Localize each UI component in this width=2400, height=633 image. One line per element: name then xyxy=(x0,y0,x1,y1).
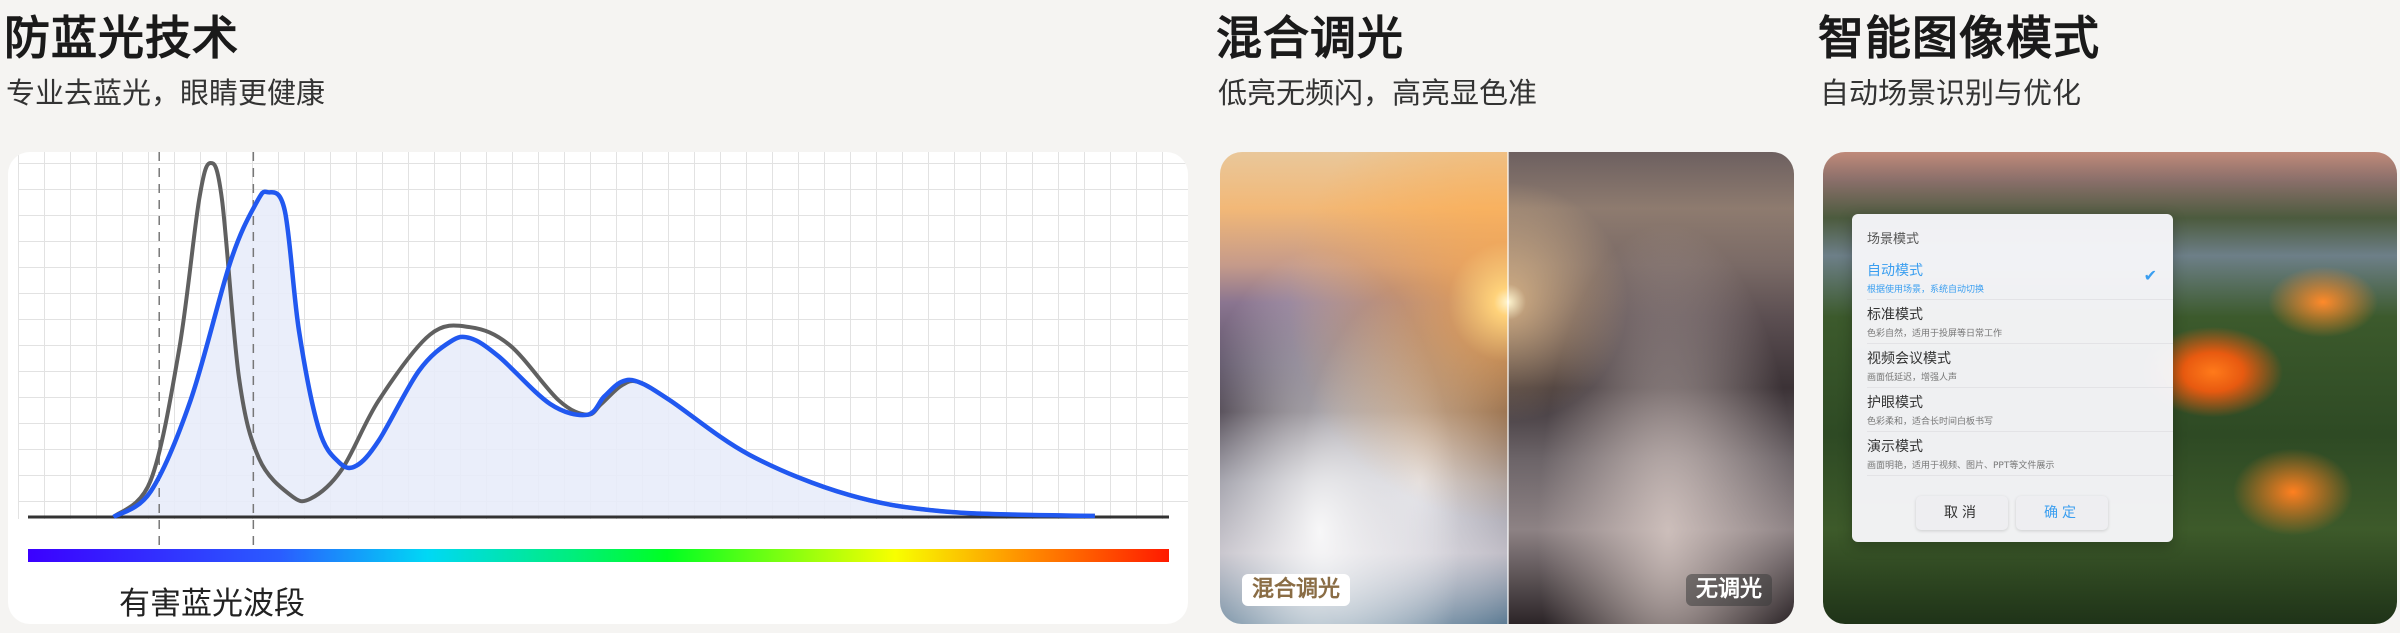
dimming-comparison-image: 混合调光 无调光 xyxy=(1220,152,1794,624)
mixed-dimming-photo xyxy=(1220,152,1508,624)
option-desc: 色彩柔和，适合长时间白板书写 xyxy=(1867,417,1994,427)
section-subtitle-image-mode: 自动场景识别与优化 xyxy=(1820,76,2082,110)
option-desc: 画面明艳，适用于视频、图片、PPT等文件展示 xyxy=(1867,461,2055,471)
option-standard-mode[interactable]: 标准模式 色彩自然，适用于投屏等日常工作 xyxy=(1867,300,2173,344)
section-title-anti-blue: 防蓝光技术 xyxy=(4,11,239,65)
harmful-band-label: 有害蓝光波段 xyxy=(119,586,305,622)
option-presentation-mode[interactable]: 演示模式 画面明艳，适用于视频、图片、PPT等文件展示 xyxy=(1867,432,2173,476)
option-name: 自动模式 xyxy=(1867,263,1923,279)
confirm-button[interactable]: 确定 xyxy=(2016,496,2108,530)
mixed-dimming-label: 混合调光 xyxy=(1242,574,1351,606)
option-name: 演示模式 xyxy=(1867,439,1923,455)
section-title-image-mode: 智能图像模式 xyxy=(1818,11,2100,65)
blue-series-line xyxy=(112,189,1095,519)
option-desc: 画面低延迟，增强人声 xyxy=(1867,373,1958,383)
scene-mode-image: 场景模式 自动模式 根据使用场景，系统自动切换 ✔ 标准模式 色彩自然，适用于投… xyxy=(1823,152,2397,624)
option-auto-mode[interactable]: 自动模式 根据使用场景，系统自动切换 ✔ xyxy=(1867,256,2173,300)
option-video-conference-mode[interactable]: 视频会议模式 画面低延迟，增强人声 xyxy=(1867,344,2173,388)
section-title-dimming: 混合调光 xyxy=(1216,11,1404,65)
color-spectrum-bar xyxy=(28,549,1169,562)
no-dimming-photo xyxy=(1508,152,1794,624)
section-subtitle-anti-blue: 专业去蓝光，眼睛更健康 xyxy=(6,76,326,110)
option-name: 标准模式 xyxy=(1867,307,1923,323)
option-name: 视频会议模式 xyxy=(1867,351,1951,367)
blue-area-fill xyxy=(113,191,1095,518)
option-desc: 根据使用场景，系统自动切换 xyxy=(1867,285,1985,295)
option-eye-care-mode[interactable]: 护眼模式 色彩柔和，适合长时间白板书写 xyxy=(1867,388,2173,432)
option-name: 护眼模式 xyxy=(1867,395,1923,411)
spectrum-chart xyxy=(28,152,1169,567)
checkmark-icon: ✔ xyxy=(2143,266,2157,285)
scene-mode-dialog: 场景模式 自动模式 根据使用场景，系统自动切换 ✔ 标准模式 色彩自然，适用于投… xyxy=(1852,214,2173,542)
no-dimming-label: 无调光 xyxy=(1685,574,1772,606)
dialog-title: 场景模式 xyxy=(1867,232,1920,247)
section-subtitle-dimming: 低亮无频闪，高亮显色准 xyxy=(1218,76,1538,110)
option-desc: 色彩自然，适用于投屏等日常工作 xyxy=(1867,329,2003,339)
spectrum-chart-card: 有害蓝光波段 xyxy=(8,152,1188,624)
comparison-divider xyxy=(1507,152,1509,624)
cancel-button[interactable]: 取消 xyxy=(1916,496,2008,530)
